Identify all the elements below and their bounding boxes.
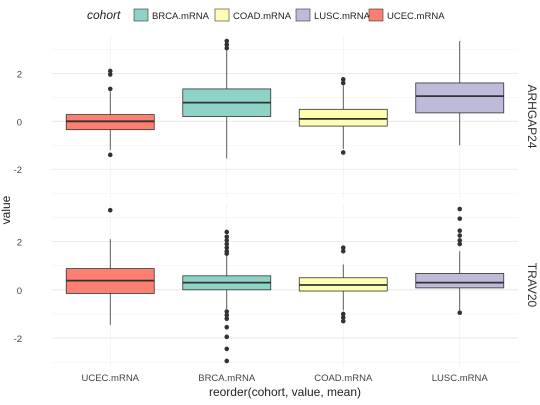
outlier-point bbox=[457, 310, 463, 316]
outlier-point bbox=[224, 324, 230, 330]
y-tick-label: 2 bbox=[17, 69, 22, 80]
legend-swatch-1 bbox=[214, 8, 230, 22]
y-axis-title: value bbox=[0, 195, 13, 224]
legend-label-3: UCEC.mRNA bbox=[387, 11, 445, 22]
y-tick-label: -2 bbox=[14, 334, 22, 345]
outlier-point bbox=[340, 80, 346, 86]
outlier-point bbox=[340, 311, 346, 317]
legend-swatch-3 bbox=[368, 8, 384, 22]
outlier-point bbox=[224, 245, 230, 250]
outlier-point bbox=[457, 233, 463, 238]
outlier-point bbox=[107, 207, 113, 213]
box-LUSC.mRNA bbox=[415, 82, 505, 114]
outlier-point bbox=[224, 45, 230, 51]
y-tick-label: 0 bbox=[17, 286, 22, 297]
outlier-point bbox=[457, 241, 463, 247]
outlier-point bbox=[107, 72, 113, 77]
outlier-point bbox=[107, 152, 113, 158]
legend-title: cohort bbox=[87, 8, 121, 22]
y-tick-label: 2 bbox=[17, 238, 22, 249]
legend-swatch-0 bbox=[133, 8, 149, 22]
outlier-point bbox=[340, 318, 346, 324]
legend-label-1: COAD.mRNA bbox=[233, 11, 292, 22]
box-LUSC.mRNA bbox=[415, 273, 505, 289]
legend-swatch-2 bbox=[295, 8, 311, 22]
outlier-point bbox=[224, 316, 230, 322]
x-tick-label: COAD.mRNA bbox=[314, 373, 373, 384]
outlier-point bbox=[340, 77, 346, 82]
x-tick-label: LUSC.mRNA bbox=[432, 373, 489, 384]
outlier-point bbox=[340, 245, 346, 250]
outlier-point bbox=[224, 358, 230, 364]
legend-label-0: BRCA.mRNA bbox=[152, 11, 210, 22]
outlier-point bbox=[224, 42, 230, 47]
x-axis-title: reorder(cohort, value, mean) bbox=[209, 385, 361, 399]
outlier-point bbox=[340, 150, 346, 155]
y-tick-label: -2 bbox=[14, 165, 22, 176]
facet-strip-label: ARHGAP24 bbox=[525, 84, 539, 148]
x-tick-label: BRCA.mRNA bbox=[198, 373, 256, 384]
x-tick-label: UCEC.mRNA bbox=[81, 373, 139, 384]
outlier-point bbox=[224, 241, 230, 247]
outlier-point bbox=[224, 234, 230, 240]
outlier-point bbox=[457, 216, 463, 221]
box-COAD.mRNA bbox=[298, 108, 388, 127]
outlier-point bbox=[107, 86, 113, 92]
outlier-point bbox=[340, 248, 346, 254]
outlier-point bbox=[224, 334, 230, 340]
legend-label-2: LUSC.mRNA bbox=[314, 11, 371, 22]
outlier-point bbox=[107, 68, 113, 74]
outlier-point bbox=[224, 346, 230, 352]
outlier-point bbox=[224, 251, 230, 256]
outlier-point bbox=[224, 38, 230, 44]
outlier-point bbox=[224, 312, 230, 318]
outlier-point bbox=[457, 228, 463, 234]
outlier-point bbox=[340, 315, 346, 320]
outlier-point bbox=[224, 238, 230, 243]
outlier-point bbox=[457, 238, 463, 243]
facet-strip-label: TRAV20 bbox=[525, 263, 539, 308]
outlier-point bbox=[224, 309, 230, 314]
outlier-point bbox=[457, 206, 463, 212]
y-tick-label: 0 bbox=[17, 117, 22, 128]
outlier-point bbox=[224, 229, 230, 235]
